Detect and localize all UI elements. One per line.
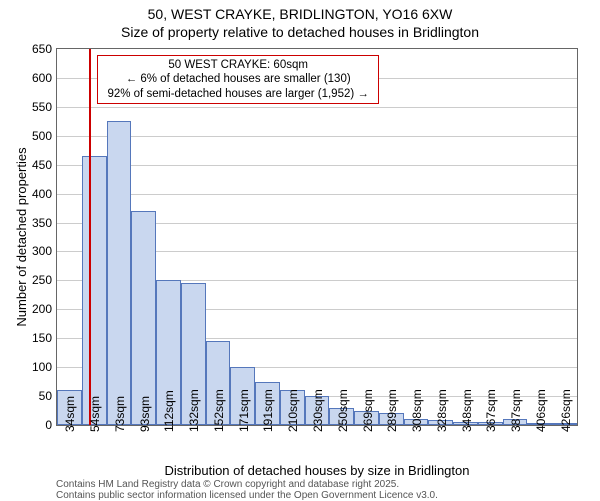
y-tick-label: 250	[12, 273, 52, 287]
y-tick-label: 400	[12, 187, 52, 201]
x-tick-label: 54sqm	[88, 396, 102, 432]
histogram-bar	[131, 211, 156, 425]
footer-copyright-2: Contains public sector information licen…	[56, 490, 438, 501]
y-tick-label: 550	[12, 100, 52, 114]
x-tick-label: 34sqm	[63, 396, 77, 432]
y-tick-label: 600	[12, 71, 52, 85]
y-tick-label: 300	[12, 244, 52, 258]
grid-line	[57, 107, 577, 108]
x-tick-label: 230sqm	[311, 389, 325, 432]
x-tick-label: 387sqm	[509, 389, 523, 432]
x-axis-label: Distribution of detached houses by size …	[56, 463, 578, 478]
x-tick-label: 210sqm	[286, 389, 300, 432]
x-tick-label: 289sqm	[385, 389, 399, 432]
y-tick-label: 450	[12, 158, 52, 172]
footer-copyright-1: Contains HM Land Registry data © Crown c…	[56, 479, 399, 490]
y-tick-label: 100	[12, 360, 52, 374]
y-tick-label: 150	[12, 331, 52, 345]
grid-line	[57, 165, 577, 166]
plot-area: 50 WEST CRAYKE: 60sqm← 6% of detached ho…	[56, 48, 578, 426]
x-tick-label: 308sqm	[410, 389, 424, 432]
x-tick-label: 132sqm	[187, 389, 201, 432]
x-tick-label: 112sqm	[162, 390, 176, 432]
x-tick-label: 171sqm	[237, 389, 251, 432]
y-tick-label: 200	[12, 302, 52, 316]
annotation-line-1: 50 WEST CRAYKE: 60sqm	[104, 58, 372, 72]
x-tick-label: 250sqm	[336, 389, 350, 432]
grid-line	[57, 194, 577, 195]
histogram-bar	[82, 156, 107, 425]
x-tick-label: 93sqm	[138, 396, 152, 432]
x-tick-label: 426sqm	[559, 389, 573, 432]
y-tick-label: 0	[12, 418, 52, 432]
x-tick-label: 152sqm	[212, 389, 226, 432]
y-tick-label: 50	[12, 389, 52, 403]
property-size-chart: 50, WEST CRAYKE, BRIDLINGTON, YO16 6XW S…	[0, 0, 600, 500]
chart-title-main: 50, WEST CRAYKE, BRIDLINGTON, YO16 6XW	[0, 6, 600, 22]
histogram-bar	[107, 121, 132, 425]
chart-title-sub: Size of property relative to detached ho…	[0, 24, 600, 40]
y-tick-label: 650	[12, 42, 52, 56]
x-tick-label: 73sqm	[113, 396, 127, 432]
y-tick-label: 350	[12, 216, 52, 230]
property-marker-line	[89, 49, 91, 425]
x-tick-label: 269sqm	[361, 389, 375, 432]
annotation-box: 50 WEST CRAYKE: 60sqm← 6% of detached ho…	[97, 55, 379, 104]
grid-line	[57, 136, 577, 137]
x-tick-label: 191sqm	[261, 389, 275, 432]
x-tick-label: 348sqm	[460, 389, 474, 432]
y-tick-label: 500	[12, 129, 52, 143]
annotation-line-3: 92% of semi-detached houses are larger (…	[104, 87, 372, 101]
annotation-line-2: ← 6% of detached houses are smaller (130…	[104, 72, 372, 86]
x-tick-label: 367sqm	[484, 389, 498, 432]
x-tick-label: 406sqm	[534, 389, 548, 432]
x-tick-label: 328sqm	[435, 389, 449, 432]
